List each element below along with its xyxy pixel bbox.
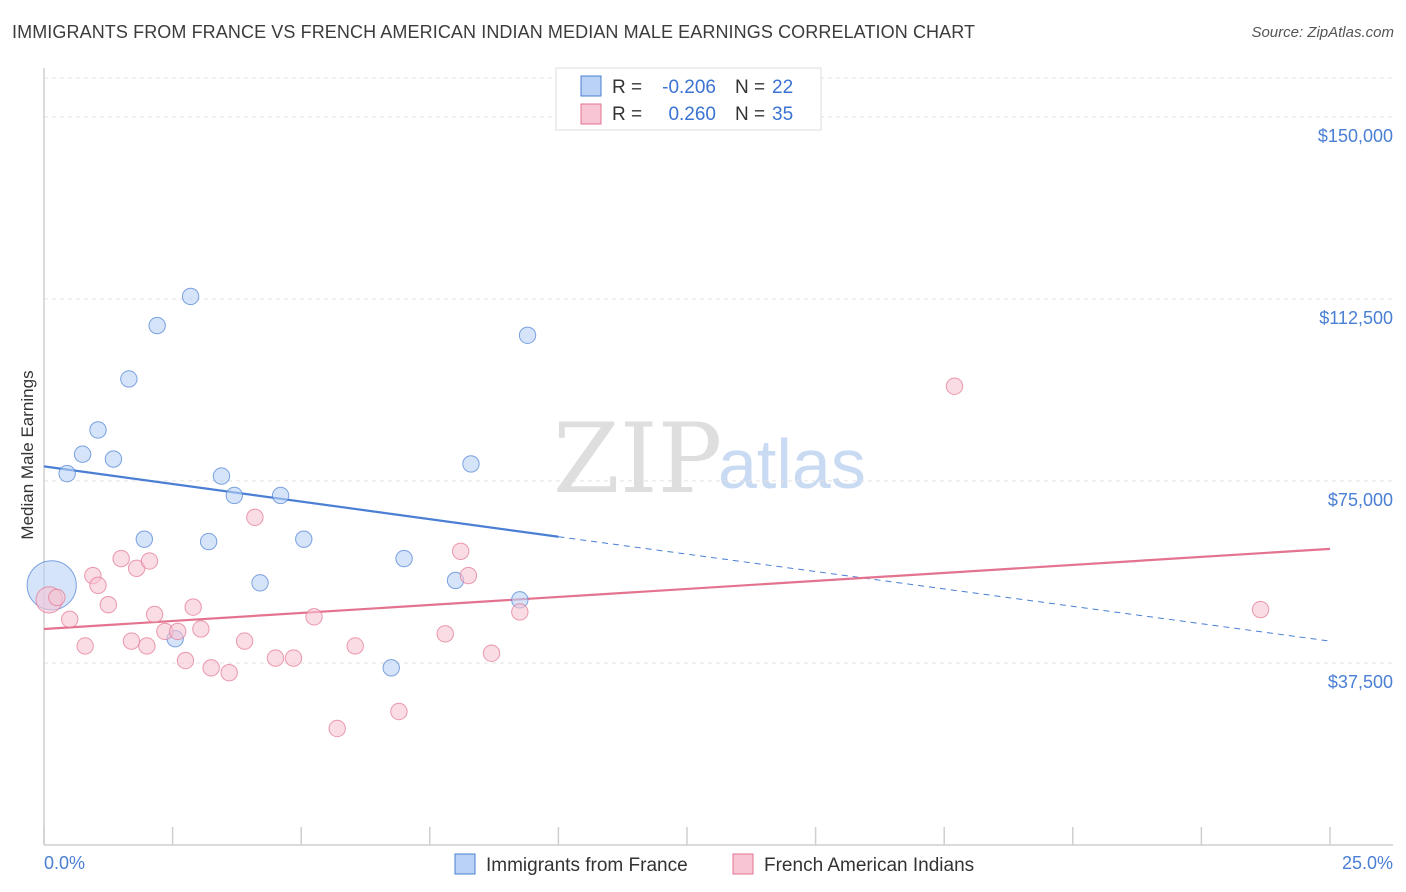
point-s1-26	[346, 637, 364, 655]
point-s0-6	[135, 530, 154, 548]
x-tick-label-max: 25.0%	[1342, 853, 1393, 873]
bottom-legend-swatch-france	[454, 853, 476, 875]
point-s1-25	[328, 719, 346, 738]
watermark-zip: ZIP	[553, 403, 722, 515]
trend-lines	[43, 465, 1331, 642]
trend-line-ext-0	[558, 536, 1331, 642]
point-s1-17	[192, 620, 210, 638]
point-s1-7	[112, 549, 130, 568]
gridlines	[44, 77, 1393, 664]
legend-r-value-fai: 0.260	[668, 104, 716, 125]
legend-n-value-fai: 35	[772, 104, 793, 125]
legend-n-label-france: N =	[735, 77, 765, 98]
trend-line-0	[43, 465, 559, 538]
point-s1-14	[169, 622, 187, 641]
point-s0-15	[295, 530, 313, 548]
legend-r-label-france: R =	[612, 77, 642, 98]
point-s1-20	[235, 632, 254, 650]
point-s1-29	[451, 542, 470, 561]
point-s1-24	[305, 608, 323, 626]
point-s1-6	[99, 596, 118, 614]
y-tick-labels: $37,500 $75,000 $112,500 $150,000	[1318, 126, 1393, 692]
y-tick-label-2: $112,500	[1319, 308, 1393, 328]
point-s0-4	[104, 450, 123, 468]
legend-r-value-france: -0.206	[662, 77, 716, 98]
trend-line-1	[43, 547, 1331, 631]
point-s0-12	[225, 486, 244, 505]
point-s0-1	[58, 464, 76, 483]
point-s1-19	[220, 663, 238, 682]
point-s1-12	[145, 605, 164, 624]
point-s0-11	[212, 467, 231, 485]
point-s0-7	[148, 316, 166, 335]
point-s1-18	[202, 659, 220, 677]
point-s1-23	[284, 649, 303, 667]
y-axis-title: Median Male Earnings	[18, 370, 37, 539]
watermark-atlas: atlas	[718, 425, 866, 503]
axes	[43, 68, 1393, 846]
bottom-legend-label-france: Immigrants from France	[486, 855, 688, 876]
bottom-legend: Immigrants from France French American I…	[454, 853, 974, 876]
point-s0-2	[73, 445, 92, 463]
point-s1-34	[1251, 600, 1270, 619]
legend-swatch-french-american-indians	[580, 103, 602, 125]
bottom-legend-swatch-fai	[732, 853, 754, 875]
point-s0-14	[271, 486, 290, 505]
point-s1-31	[482, 644, 501, 662]
point-s1-27	[390, 702, 408, 721]
point-s1-11	[140, 552, 159, 570]
point-s1-8	[122, 632, 141, 650]
source-label: Source: ZipAtlas.com	[1251, 24, 1394, 41]
point-s1-5	[89, 576, 107, 594]
legend-n-value-france: 22	[772, 77, 793, 98]
y-tick-label-1: $75,000	[1328, 490, 1393, 510]
legend-swatch-france	[580, 75, 602, 97]
point-s1-28	[436, 625, 454, 643]
legend-r-label-fai: R =	[612, 104, 642, 125]
point-s0-5	[120, 370, 138, 388]
point-s1-10	[138, 637, 156, 655]
chart-title: IMMIGRANTS FROM FRANCE VS FRENCH AMERICA…	[12, 22, 976, 42]
point-s0-13	[251, 574, 269, 592]
point-s1-15	[176, 651, 195, 670]
point-s1-22	[266, 649, 285, 667]
point-s0-19	[462, 455, 480, 473]
point-s1-16	[184, 598, 202, 616]
legend-n-label-fai: N =	[735, 104, 765, 125]
point-s1-33	[945, 377, 964, 395]
point-s1-30	[459, 566, 478, 585]
point-s0-9	[181, 287, 200, 306]
data-points	[26, 287, 1270, 738]
point-s1-21	[246, 508, 264, 527]
point-s0-10	[199, 532, 218, 551]
y-tick-label-3: $150,000	[1318, 126, 1393, 146]
x-tick-label-min: 0.0%	[44, 853, 85, 873]
top-legend: R = -0.206 N = 22 R = 0.260 N = 35	[555, 67, 822, 131]
point-s1-32	[511, 603, 529, 621]
y-tick-label-0: $37,500	[1328, 672, 1393, 692]
point-s1-2	[61, 610, 79, 628]
point-s0-3	[89, 421, 107, 439]
point-s0-17	[395, 549, 413, 568]
bottom-legend-label-fai: French American Indians	[764, 855, 974, 876]
point-s0-21	[518, 326, 537, 344]
point-s1-3	[76, 637, 94, 655]
point-s0-16	[382, 659, 400, 677]
point-s1-1	[48, 588, 66, 607]
